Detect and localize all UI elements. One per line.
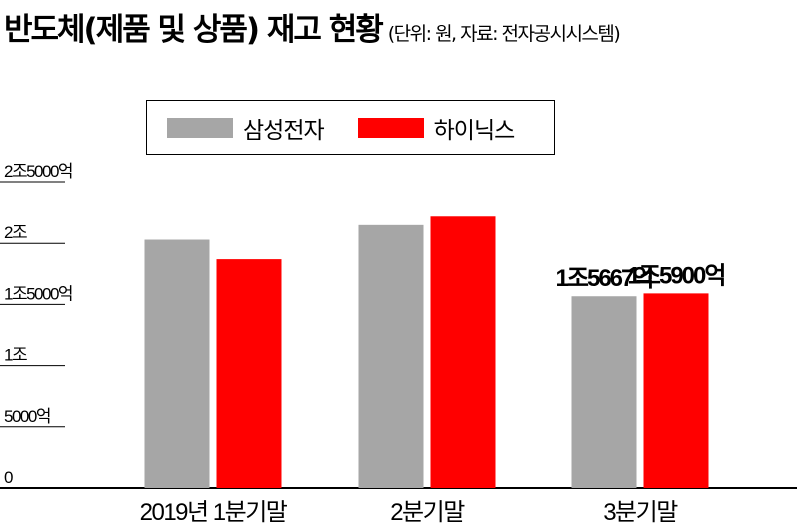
y-tick-label: 1조5000억 — [4, 284, 72, 303]
data-label: 1조5900억 — [628, 262, 725, 289]
legend-swatch-samsung — [167, 117, 233, 138]
legend-item-hynix: 하이닉스 — [357, 111, 516, 145]
legend-swatch-hynix — [357, 117, 424, 138]
x-tick-label: 3분기말 — [603, 499, 678, 526]
data-label: 1조5667억 — [556, 265, 653, 292]
y-tick-label: 0 — [4, 468, 13, 487]
chart-title: 반도체(제품 및 상품) 재고 현황 (단위: 원, 자료: 전자공시시스템) — [4, 4, 621, 49]
legend-item-samsung: 삼성전자 — [167, 111, 325, 145]
bar-hynix — [216, 259, 282, 488]
bar-samsung — [571, 296, 637, 488]
bar-hynix — [430, 216, 496, 488]
x-tick-label: 2분기말 — [390, 499, 465, 526]
legend: 삼성전자 하이닉스 — [146, 100, 555, 155]
legend-label-samsung: 삼성전자 — [243, 117, 325, 144]
bar-samsung — [144, 239, 210, 488]
legend-label-hynix: 하이닉스 — [433, 117, 516, 144]
x-tick-label: 2019년 1분기말 — [140, 499, 288, 526]
title-main: 반도체(제품 및 상품) 재고 현황 — [4, 12, 384, 48]
y-tick-label: 2조5000억 — [4, 162, 72, 181]
y-tick-label: 5000억 — [4, 407, 50, 426]
title-subtitle: (단위: 원, 자료: 전자공시시스템) — [387, 23, 621, 45]
bar-samsung — [358, 224, 424, 488]
bar-hynix — [643, 293, 709, 488]
y-tick-label: 1조 — [4, 346, 27, 365]
y-tick-label: 2조 — [4, 223, 27, 242]
